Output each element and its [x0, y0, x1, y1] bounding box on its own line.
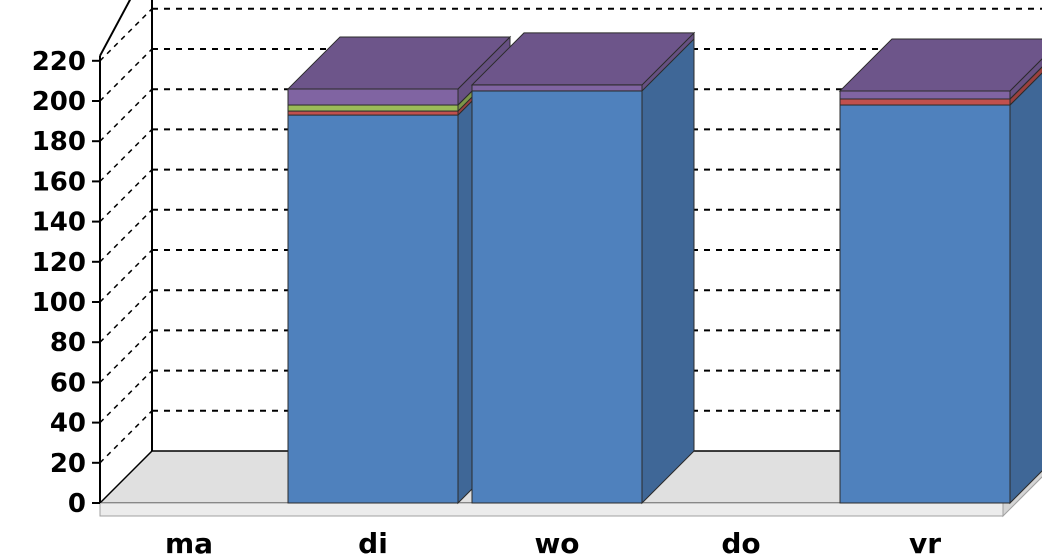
y-tick-label: 200: [32, 87, 86, 117]
gridline-side: [99, 48, 153, 102]
gridlines: [99, 7, 1042, 464]
gridline-side: [99, 8, 153, 62]
floor-front-edge: [99, 502, 1004, 517]
x-tick-label-wo: wo: [534, 527, 579, 557]
y-tick-label: 140: [32, 208, 86, 238]
bar-vr-s1: [839, 98, 1011, 106]
bar-vr-s0: [839, 104, 1011, 504]
gridline-side: [99, 209, 153, 263]
gridline-side: [99, 410, 153, 464]
bar-side-vr-s0: [1009, 72, 1042, 505]
bar-top-vr: [838, 38, 1042, 92]
y-tick-label: 60: [50, 368, 86, 398]
x-tick-label-ma: ma: [165, 527, 213, 557]
gridline-side: [99, 128, 153, 182]
bar-wo-s0: [471, 90, 643, 504]
bar-wo-s3: [471, 84, 643, 92]
y-tick-label: 120: [32, 248, 86, 278]
y-axis: 0 20 40 60 80 100 120 140 160 180 200 220: [32, 47, 101, 519]
y-tick-label: 180: [32, 127, 86, 157]
bar-di-s2: [287, 104, 459, 112]
gridline-side: [99, 289, 153, 343]
x-axis: ma di wo do vr: [165, 527, 941, 557]
y-tick-label: 80: [50, 328, 86, 358]
bar-top-wo: [470, 32, 696, 86]
bar-di-s0: [287, 114, 459, 504]
y-tick-label: 20: [50, 449, 86, 479]
bar-side-wo-s0: [641, 37, 695, 505]
bar-di-s1: [287, 110, 459, 116]
y-tick-label: 0: [68, 489, 86, 519]
gridline-side: [99, 169, 153, 223]
bars: [286, 31, 1042, 505]
side-wall-edge: [99, 0, 132, 57]
x-tick-label-vr: vr: [909, 527, 941, 557]
gridline-side: [99, 329, 153, 383]
gridline-side: [99, 249, 153, 303]
y-tick-label: 160: [32, 167, 86, 197]
gridline-side: [99, 88, 153, 142]
x-tick-label-do: do: [721, 527, 760, 557]
gridline-side: [99, 370, 153, 424]
y-tick-label: 40: [50, 409, 86, 439]
bar-top-di: [286, 36, 512, 90]
y-tick-label: 100: [32, 288, 86, 318]
y-tick-label: 220: [32, 47, 86, 77]
bar-vr-s3: [839, 90, 1011, 100]
bar-di-s3: [287, 88, 459, 106]
x-tick-label-di: di: [358, 527, 388, 557]
